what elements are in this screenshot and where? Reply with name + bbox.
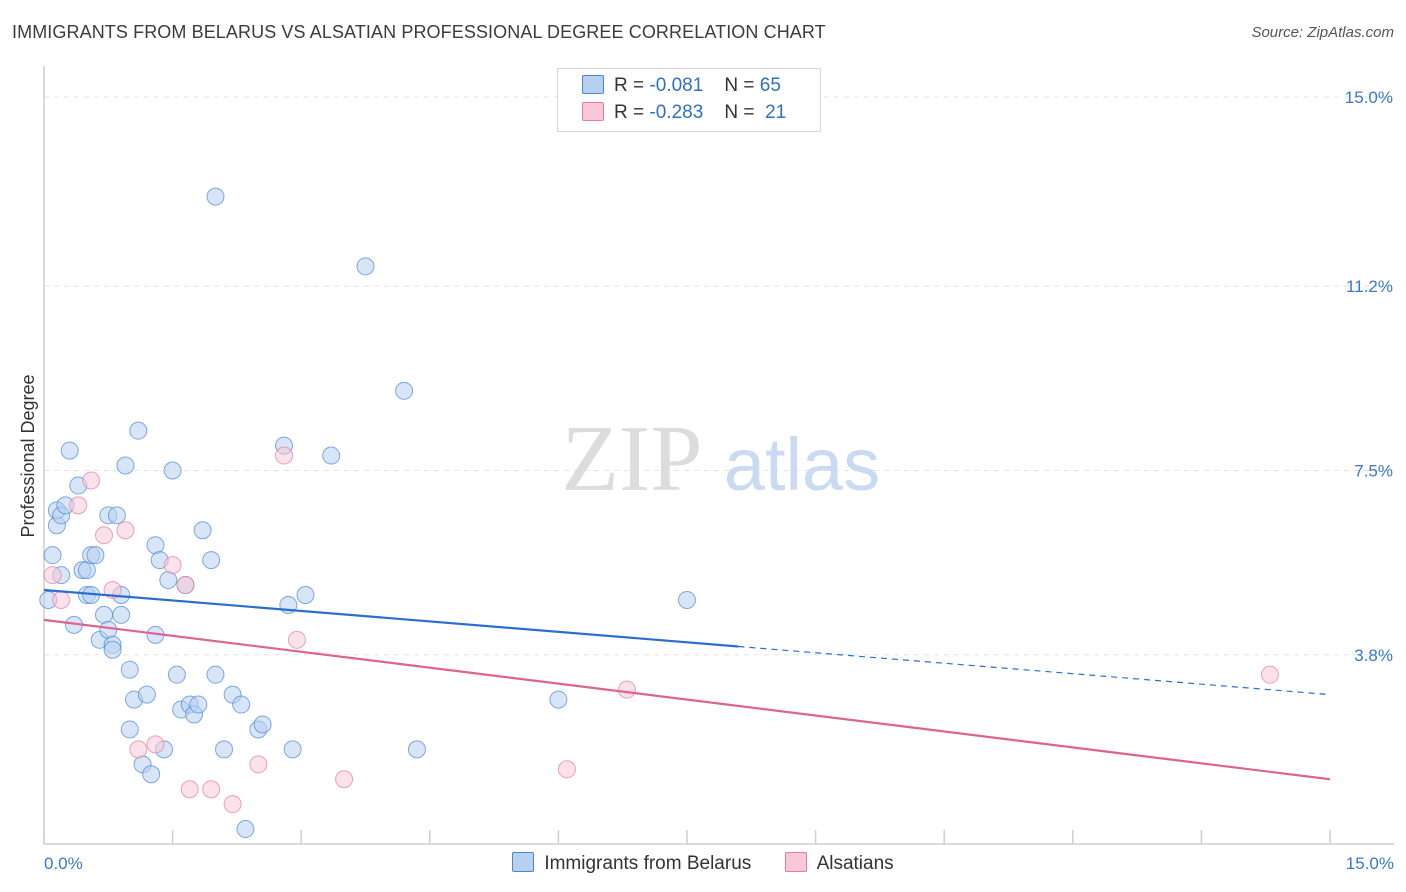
alsatian-point <box>335 770 354 789</box>
belarus-point <box>206 187 225 206</box>
alsatian-point <box>223 795 242 814</box>
y-tick-label: 15.0% <box>1345 88 1393 107</box>
belarus-point <box>163 461 182 480</box>
belarus-point <box>189 695 208 714</box>
x-tick-label: 0.0% <box>44 854 83 873</box>
legend-r-value: -0.081 <box>649 75 704 96</box>
legend-row-alsatians: R = -0.283 N = 21 <box>582 102 786 128</box>
grid-lines <box>44 96 1394 656</box>
chart-title: IMMIGRANTS FROM BELARUS VS ALSATIAN PROF… <box>12 22 826 42</box>
series-swatch-alsatians <box>784 852 807 872</box>
series-legend-alsatians: Alsatians <box>784 852 894 875</box>
belarus-trend-line <box>43 588 739 648</box>
belarus-point <box>283 740 302 759</box>
alsatian-point <box>275 446 294 465</box>
alsatian-point <box>82 471 101 490</box>
alsatian-point <box>249 755 268 774</box>
legend-n-value: 21 <box>765 102 787 123</box>
belarus-point <box>129 421 148 440</box>
trend-lines <box>43 588 1331 781</box>
source-label: Source: ZipAtlas.com <box>1251 24 1394 41</box>
series-legend: Immigrants from Belarus Alsatians <box>0 852 1406 875</box>
belarus-point <box>407 740 426 759</box>
alsatian-point <box>617 680 636 699</box>
belarus-point <box>112 605 131 624</box>
series-name-belarus: Immigrants from Belarus <box>544 853 752 874</box>
belarus-point <box>120 720 139 739</box>
belarus-point <box>77 561 96 580</box>
belarus-point <box>99 620 118 639</box>
belarus-point <box>236 820 255 839</box>
legend-swatch-alsatians <box>582 102 604 121</box>
legend-swatch-belarus <box>582 75 604 94</box>
watermark: ZIP atlas <box>562 407 881 511</box>
legend-n-value: 65 <box>759 75 781 96</box>
series-swatch-belarus <box>512 852 535 872</box>
belarus-point <box>322 446 341 465</box>
alsatian-trend-line <box>43 618 1331 781</box>
belarus-point <box>146 536 165 555</box>
series-name-alsatians: Alsatians <box>816 853 894 874</box>
x-tick-label: 15.0% <box>1346 854 1394 873</box>
belarus-point <box>215 740 234 759</box>
belarus-point <box>103 640 122 659</box>
belarus-point <box>60 441 79 460</box>
alsatian-point <box>146 735 165 754</box>
y-tick-label: 7.5% <box>1354 462 1393 481</box>
watermark-atlas: atlas <box>724 423 880 506</box>
belarus-point <box>395 381 414 400</box>
belarus-point <box>137 685 156 704</box>
legend-r-label: R = <box>614 75 645 96</box>
belarus-point <box>120 660 139 679</box>
legend-row-belarus: R = -0.081 N = 65 <box>582 75 781 101</box>
belarus-point <box>167 665 186 684</box>
legend-r-label: R = <box>614 102 645 123</box>
belarus-point <box>159 571 178 590</box>
belarus-point <box>43 546 62 565</box>
belarus-point <box>678 590 696 609</box>
alsatian-point <box>202 780 221 799</box>
alsatian-point <box>180 780 199 799</box>
belarus-point <box>116 456 135 475</box>
belarus-point <box>253 715 272 734</box>
belarus-point <box>86 546 105 565</box>
belarus-point <box>206 665 225 684</box>
legend-n-label: N = <box>724 102 755 123</box>
belarus-point <box>193 521 212 540</box>
alsatian-point <box>43 566 62 585</box>
legend-r-value: -0.283 <box>649 102 704 123</box>
belarus-point <box>296 586 315 604</box>
belarus-point <box>232 695 251 714</box>
series-legend-belarus: Immigrants from Belarus <box>512 852 751 875</box>
belarus-point <box>549 690 568 709</box>
y-axis-label: Professional Degree <box>18 374 38 537</box>
y-tick-label: 3.8% <box>1354 646 1393 665</box>
alsatian-point <box>69 496 88 515</box>
watermark-zip: ZIP <box>562 407 703 511</box>
belarus-point <box>202 551 221 570</box>
belarus-point <box>142 765 161 784</box>
alsatian-point <box>557 760 576 779</box>
belarus-trend-extension <box>738 645 1331 696</box>
alsatian-point <box>287 630 306 649</box>
alsatian-point <box>176 576 195 595</box>
data-points <box>39 187 1279 839</box>
legend-n-label: N = <box>724 75 755 96</box>
y-tick-label: 11.2% <box>1346 277 1393 296</box>
belarus-point <box>356 257 375 276</box>
alsatian-point <box>116 521 135 540</box>
tick-labels: 3.8% 7.5% 11.2% 15.0% 0.0% 15.0% <box>44 88 1394 873</box>
belarus-point <box>95 605 114 624</box>
alsatian-point <box>52 590 71 609</box>
alsatian-point <box>129 740 148 759</box>
alsatian-point <box>95 526 114 545</box>
axes <box>43 66 1394 845</box>
belarus-point <box>107 506 126 525</box>
alsatian-point <box>1260 665 1279 684</box>
legend: R = -0.081 N = 65 R = -0.283 N = 21 <box>557 68 821 132</box>
alsatian-point <box>163 556 182 575</box>
